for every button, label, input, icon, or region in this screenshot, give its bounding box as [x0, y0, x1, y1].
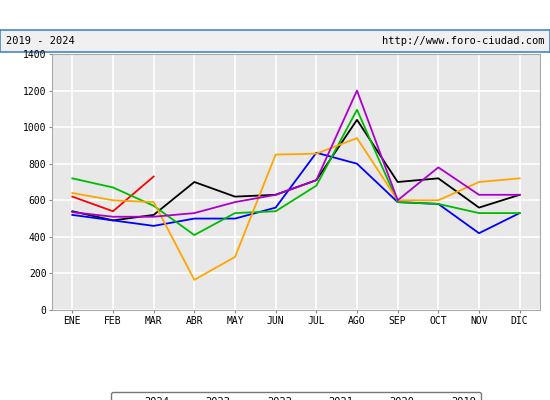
Text: 2019 - 2024: 2019 - 2024	[6, 36, 74, 46]
Text: Evolucion Nº Turistas Extranjeros en el municipio de Villamuriel de Cerrato: Evolucion Nº Turistas Extranjeros en el …	[8, 8, 542, 22]
Legend: 2024, 2023, 2022, 2021, 2020, 2019: 2024, 2023, 2022, 2021, 2020, 2019	[111, 392, 481, 400]
Text: http://www.foro-ciudad.com: http://www.foro-ciudad.com	[382, 36, 544, 46]
